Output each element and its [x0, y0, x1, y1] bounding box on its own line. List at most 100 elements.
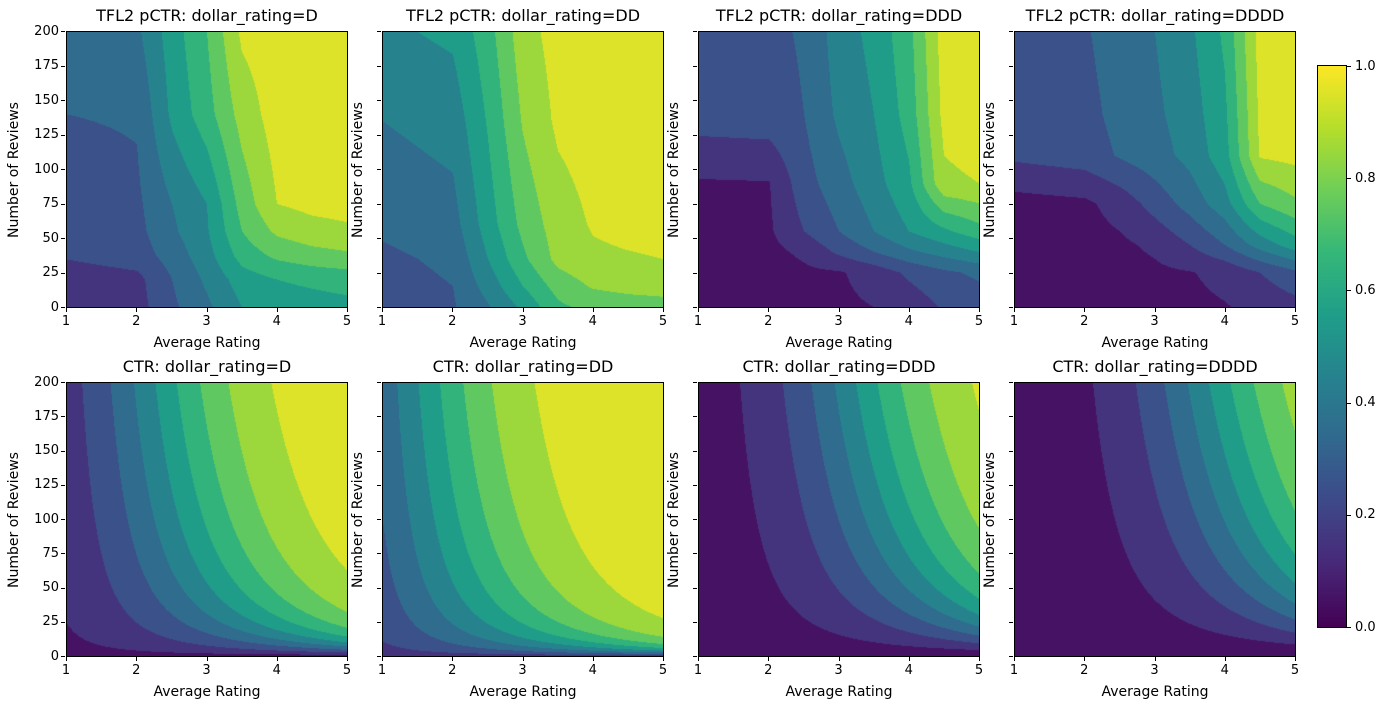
x-tick-mark	[979, 308, 980, 312]
y-tick-mark	[377, 587, 381, 589]
y-tick-mark	[61, 656, 65, 657]
x-tick-mark	[1154, 657, 1156, 661]
y-tick-mark	[61, 134, 65, 136]
y-tick-mark	[693, 382, 697, 383]
x-tick-mark	[136, 657, 138, 661]
x-tick-mark	[698, 657, 699, 661]
y-tick-mark	[377, 272, 381, 274]
y-tick-mark	[693, 31, 697, 32]
x-tick-mark	[1295, 657, 1296, 661]
x-tick-label: 1	[377, 663, 387, 678]
y-tick-mark	[1009, 31, 1013, 32]
x-tick-mark	[663, 308, 664, 312]
y-tick-mark	[693, 169, 697, 170]
x-axis-label: Average Rating	[1101, 684, 1209, 700]
subplot-title: TFL2 pCTR: dollar_rating=DDD	[715, 6, 963, 25]
x-tick-label: 4	[272, 314, 281, 329]
contour-plot-canvas	[67, 32, 347, 307]
x-tick-mark	[838, 657, 840, 661]
subplot-0-2	[698, 31, 980, 308]
x-tick-mark	[838, 308, 840, 312]
y-tick-mark	[377, 553, 381, 555]
y-tick-mark	[61, 100, 65, 101]
x-tick-label: 5	[658, 663, 668, 678]
x-tick-mark	[66, 657, 67, 661]
x-axis-label: Average Rating	[153, 335, 261, 351]
subplot-0-3	[1014, 31, 1296, 308]
y-tick-mark	[693, 203, 697, 205]
x-tick-label: 4	[904, 314, 913, 329]
x-tick-label: 4	[904, 663, 913, 678]
y-tick-label: 100	[34, 511, 59, 527]
colorbar-tick-label: 0.6	[1355, 282, 1376, 298]
subplot-1-1	[382, 382, 664, 657]
colorbar	[1317, 65, 1347, 628]
x-tick-label: 2	[132, 663, 141, 678]
y-tick-mark	[377, 484, 381, 486]
x-tick-mark	[382, 657, 383, 661]
y-axis-label: Number of Reviews	[350, 101, 366, 238]
y-tick-label: 200	[34, 23, 59, 39]
y-tick-mark	[1009, 382, 1013, 383]
y-tick-label: 50	[42, 580, 59, 595]
x-tick-label: 1	[1009, 314, 1019, 329]
y-tick-mark	[61, 307, 65, 308]
x-tick-label: 3	[834, 663, 843, 678]
x-tick-label: 1	[61, 314, 71, 329]
y-tick-mark	[61, 484, 65, 486]
contour-plot-canvas	[1015, 32, 1295, 307]
x-tick-mark	[592, 657, 594, 661]
x-tick-label: 1	[693, 314, 703, 329]
contour-plot-canvas	[383, 32, 663, 307]
x-tick-mark	[206, 657, 208, 661]
y-tick-label: 100	[34, 161, 59, 177]
x-tick-mark	[276, 657, 278, 661]
x-tick-mark	[768, 308, 770, 312]
y-tick-mark	[1009, 272, 1013, 274]
y-tick-mark	[693, 587, 697, 589]
y-tick-label: 150	[34, 92, 59, 108]
y-tick-label: 0	[50, 299, 59, 315]
y-tick-mark	[377, 519, 381, 520]
x-tick-mark	[1084, 308, 1086, 312]
x-tick-mark	[522, 308, 524, 312]
colorbar-tick-label: 0.0	[1355, 619, 1376, 635]
y-tick-mark	[1009, 169, 1013, 170]
y-tick-mark	[1009, 416, 1013, 418]
y-axis-label: Number of Reviews	[6, 451, 22, 588]
y-tick-mark	[61, 621, 65, 623]
contour-plot-canvas	[699, 383, 979, 656]
colorbar-tick-mark	[1347, 514, 1351, 516]
contour-plot-canvas	[67, 383, 347, 656]
x-tick-label: 1	[377, 314, 387, 329]
colorbar-gradient	[1318, 66, 1346, 627]
x-tick-mark	[276, 308, 278, 312]
subplot-title: CTR: dollar_rating=DDDD	[1052, 357, 1258, 376]
y-tick-mark	[693, 416, 697, 418]
y-tick-mark	[693, 65, 697, 67]
y-tick-mark	[377, 203, 381, 205]
colorbar-tick-mark	[1347, 627, 1351, 628]
y-tick-mark	[61, 31, 65, 32]
x-tick-label: 1	[1009, 663, 1019, 678]
y-tick-mark	[377, 416, 381, 418]
y-tick-mark	[693, 100, 697, 101]
x-tick-label: 5	[974, 314, 984, 329]
x-tick-label: 2	[132, 314, 141, 329]
y-tick-mark	[377, 65, 381, 67]
x-tick-label: 2	[448, 663, 457, 678]
y-axis-label: Number of Reviews	[666, 101, 682, 238]
colorbar-tick-mark	[1347, 178, 1351, 180]
y-tick-mark	[693, 484, 697, 486]
y-tick-mark	[377, 307, 381, 308]
x-tick-label: 4	[588, 314, 597, 329]
y-tick-mark	[61, 416, 65, 418]
subplot-1-2	[698, 382, 980, 657]
x-tick-mark	[698, 308, 699, 312]
y-tick-mark	[61, 519, 65, 520]
x-tick-label: 3	[518, 663, 527, 678]
x-tick-mark	[522, 657, 524, 661]
y-axis-label: Number of Reviews	[6, 101, 22, 238]
subplot-1-3	[1014, 382, 1296, 657]
